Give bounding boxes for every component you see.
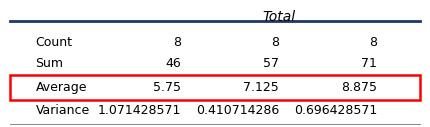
Text: 0.696428571: 0.696428571 [294,104,378,117]
Text: Average: Average [36,81,87,94]
Text: Total: Total [263,10,296,24]
Text: 0.410714286: 0.410714286 [196,104,279,117]
Text: 5.75: 5.75 [153,81,181,94]
Text: 1.071428571: 1.071428571 [98,104,181,117]
Text: 8: 8 [369,36,378,49]
Text: 8: 8 [271,36,279,49]
Text: 8: 8 [173,36,181,49]
Text: Count: Count [36,36,73,49]
Text: 8.875: 8.875 [341,81,378,94]
Text: 46: 46 [165,57,181,70]
Text: Variance: Variance [36,104,90,117]
Text: Sum: Sum [36,57,64,70]
Text: 7.125: 7.125 [243,81,279,94]
Text: 57: 57 [263,57,279,70]
Text: 71: 71 [362,57,378,70]
